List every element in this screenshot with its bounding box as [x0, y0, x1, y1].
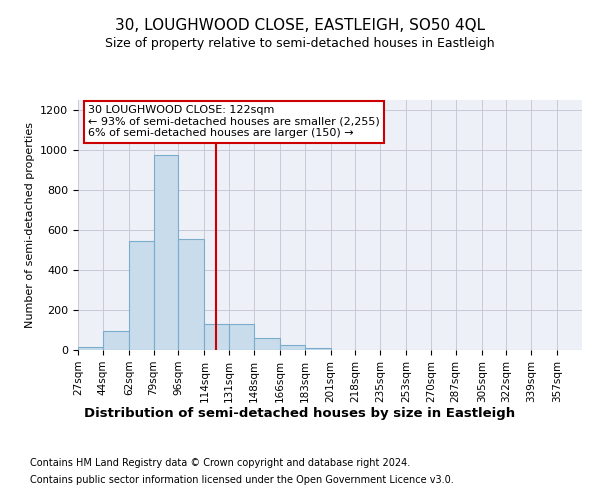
Text: 30 LOUGHWOOD CLOSE: 122sqm
← 93% of semi-detached houses are smaller (2,255)
6% : 30 LOUGHWOOD CLOSE: 122sqm ← 93% of semi…	[88, 105, 380, 138]
Bar	[305, 348, 331, 350]
Bar	[280, 344, 305, 350]
Bar	[205, 324, 229, 350]
Bar	[178, 238, 205, 350]
Bar	[229, 324, 254, 350]
Text: Distribution of semi-detached houses by size in Eastleigh: Distribution of semi-detached houses by …	[85, 408, 515, 420]
Text: 30, LOUGHWOOD CLOSE, EASTLEIGH, SO50 4QL: 30, LOUGHWOOD CLOSE, EASTLEIGH, SO50 4QL	[115, 18, 485, 32]
Text: Contains public sector information licensed under the Open Government Licence v3: Contains public sector information licen…	[30, 475, 454, 485]
Bar	[129, 240, 154, 350]
Bar	[78, 347, 103, 350]
Bar	[154, 155, 178, 350]
Bar	[254, 338, 280, 350]
Y-axis label: Number of semi-detached properties: Number of semi-detached properties	[25, 122, 35, 328]
Bar	[103, 330, 129, 350]
Text: Size of property relative to semi-detached houses in Eastleigh: Size of property relative to semi-detach…	[105, 38, 495, 51]
Text: Contains HM Land Registry data © Crown copyright and database right 2024.: Contains HM Land Registry data © Crown c…	[30, 458, 410, 468]
